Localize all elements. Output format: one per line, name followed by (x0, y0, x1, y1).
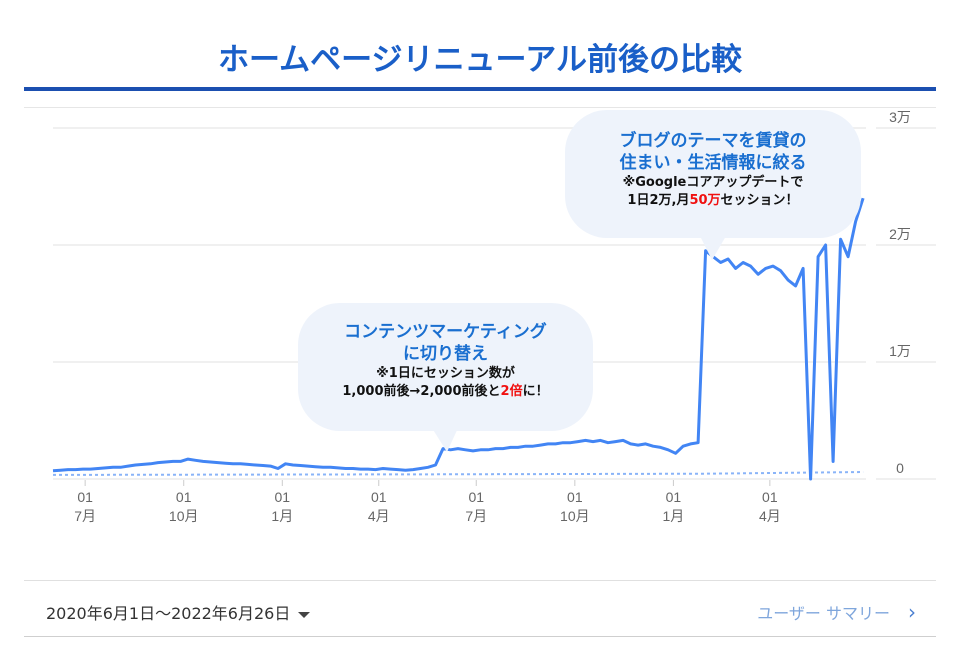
callout-note: ※Googleコアアップデートで (622, 175, 804, 190)
x-tick-month: 7月 (465, 508, 487, 524)
y-tick-label: 2万 (889, 226, 911, 242)
x-tick-month: 4月 (368, 508, 390, 524)
note-text: 1日2万,月 (627, 193, 690, 208)
divider (24, 107, 936, 108)
date-range-label: 2020年6月1日～2022年6月26日 (46, 604, 291, 623)
y-tick-label: 1万 (889, 343, 911, 359)
date-range-selector[interactable]: 2020年6月1日～2022年6月26日 (46, 600, 311, 624)
divider (24, 580, 936, 581)
x-axis-ticks: 01 7月 01 10月 01 1月 01 4月 01 7月 01 10月 01 1月 01 4月 (74, 480, 781, 524)
highlight-text: 2倍 (500, 384, 523, 399)
x-tick-month: 10月 (169, 508, 199, 524)
page-title: ホームページリニューアル前後の比較 (218, 42, 742, 78)
highlight-text: 50万 (689, 193, 721, 208)
callout-heading: ブログのテーマを賃貸の (619, 131, 807, 151)
callout-note: ※1日にセッション数が (376, 366, 515, 381)
x-tick-day: 01 (468, 489, 484, 505)
x-tick-day: 01 (762, 489, 778, 505)
callout-heading: コンテンツマーケティング (344, 322, 547, 342)
note-text: セッション！ (720, 193, 799, 208)
x-tick-day: 01 (567, 489, 583, 505)
y-axis-ticks: 0 1万 2万 3万 (889, 109, 911, 476)
callout-note: 1,000前後→2,000前後と2倍に！ (298, 383, 593, 401)
caret-down-icon (298, 611, 311, 618)
callout-heading: 住まい・生活情報に絞る (619, 153, 807, 173)
x-tick-month: 1月 (271, 508, 293, 524)
x-tick-day: 01 (666, 489, 682, 505)
x-tick-day: 01 (275, 489, 291, 505)
series-sessions-line (52, 197, 865, 481)
y-tick-label: 3万 (889, 109, 911, 125)
note-text: 1,000前後→2,000前後と (342, 384, 501, 399)
callout-heading: に切り替え (403, 344, 488, 364)
title-underline (24, 87, 936, 91)
x-tick-day: 01 (176, 489, 192, 505)
x-tick-month: 10月 (560, 508, 590, 524)
x-tick-day: 01 (371, 489, 387, 505)
series-comparison-line (52, 471, 864, 476)
divider (24, 636, 936, 637)
chevron-right-icon: › (908, 600, 916, 624)
y-tick-label: 0 (896, 460, 904, 476)
x-tick-month: 1月 (663, 508, 685, 524)
summary-link-label: ユーザー サマリー (757, 604, 890, 623)
callout-blog-theme: ブログのテーマを賃貸の 住まい・生活情報に絞る ※Googleコアアップデートで… (565, 110, 861, 238)
x-tick-month: 7月 (74, 508, 96, 524)
note-text: に！ (522, 384, 549, 399)
callout-content-marketing: コンテンツマーケティング に切り替え ※1日にセッション数が 1,000前後→2… (298, 303, 593, 431)
callout-note: 1日2万,月50万セッション！ (565, 192, 861, 210)
user-summary-link[interactable]: ユーザー サマリー › (757, 600, 916, 624)
x-tick-day: 01 (77, 489, 93, 505)
x-tick-month: 4月 (759, 508, 781, 524)
